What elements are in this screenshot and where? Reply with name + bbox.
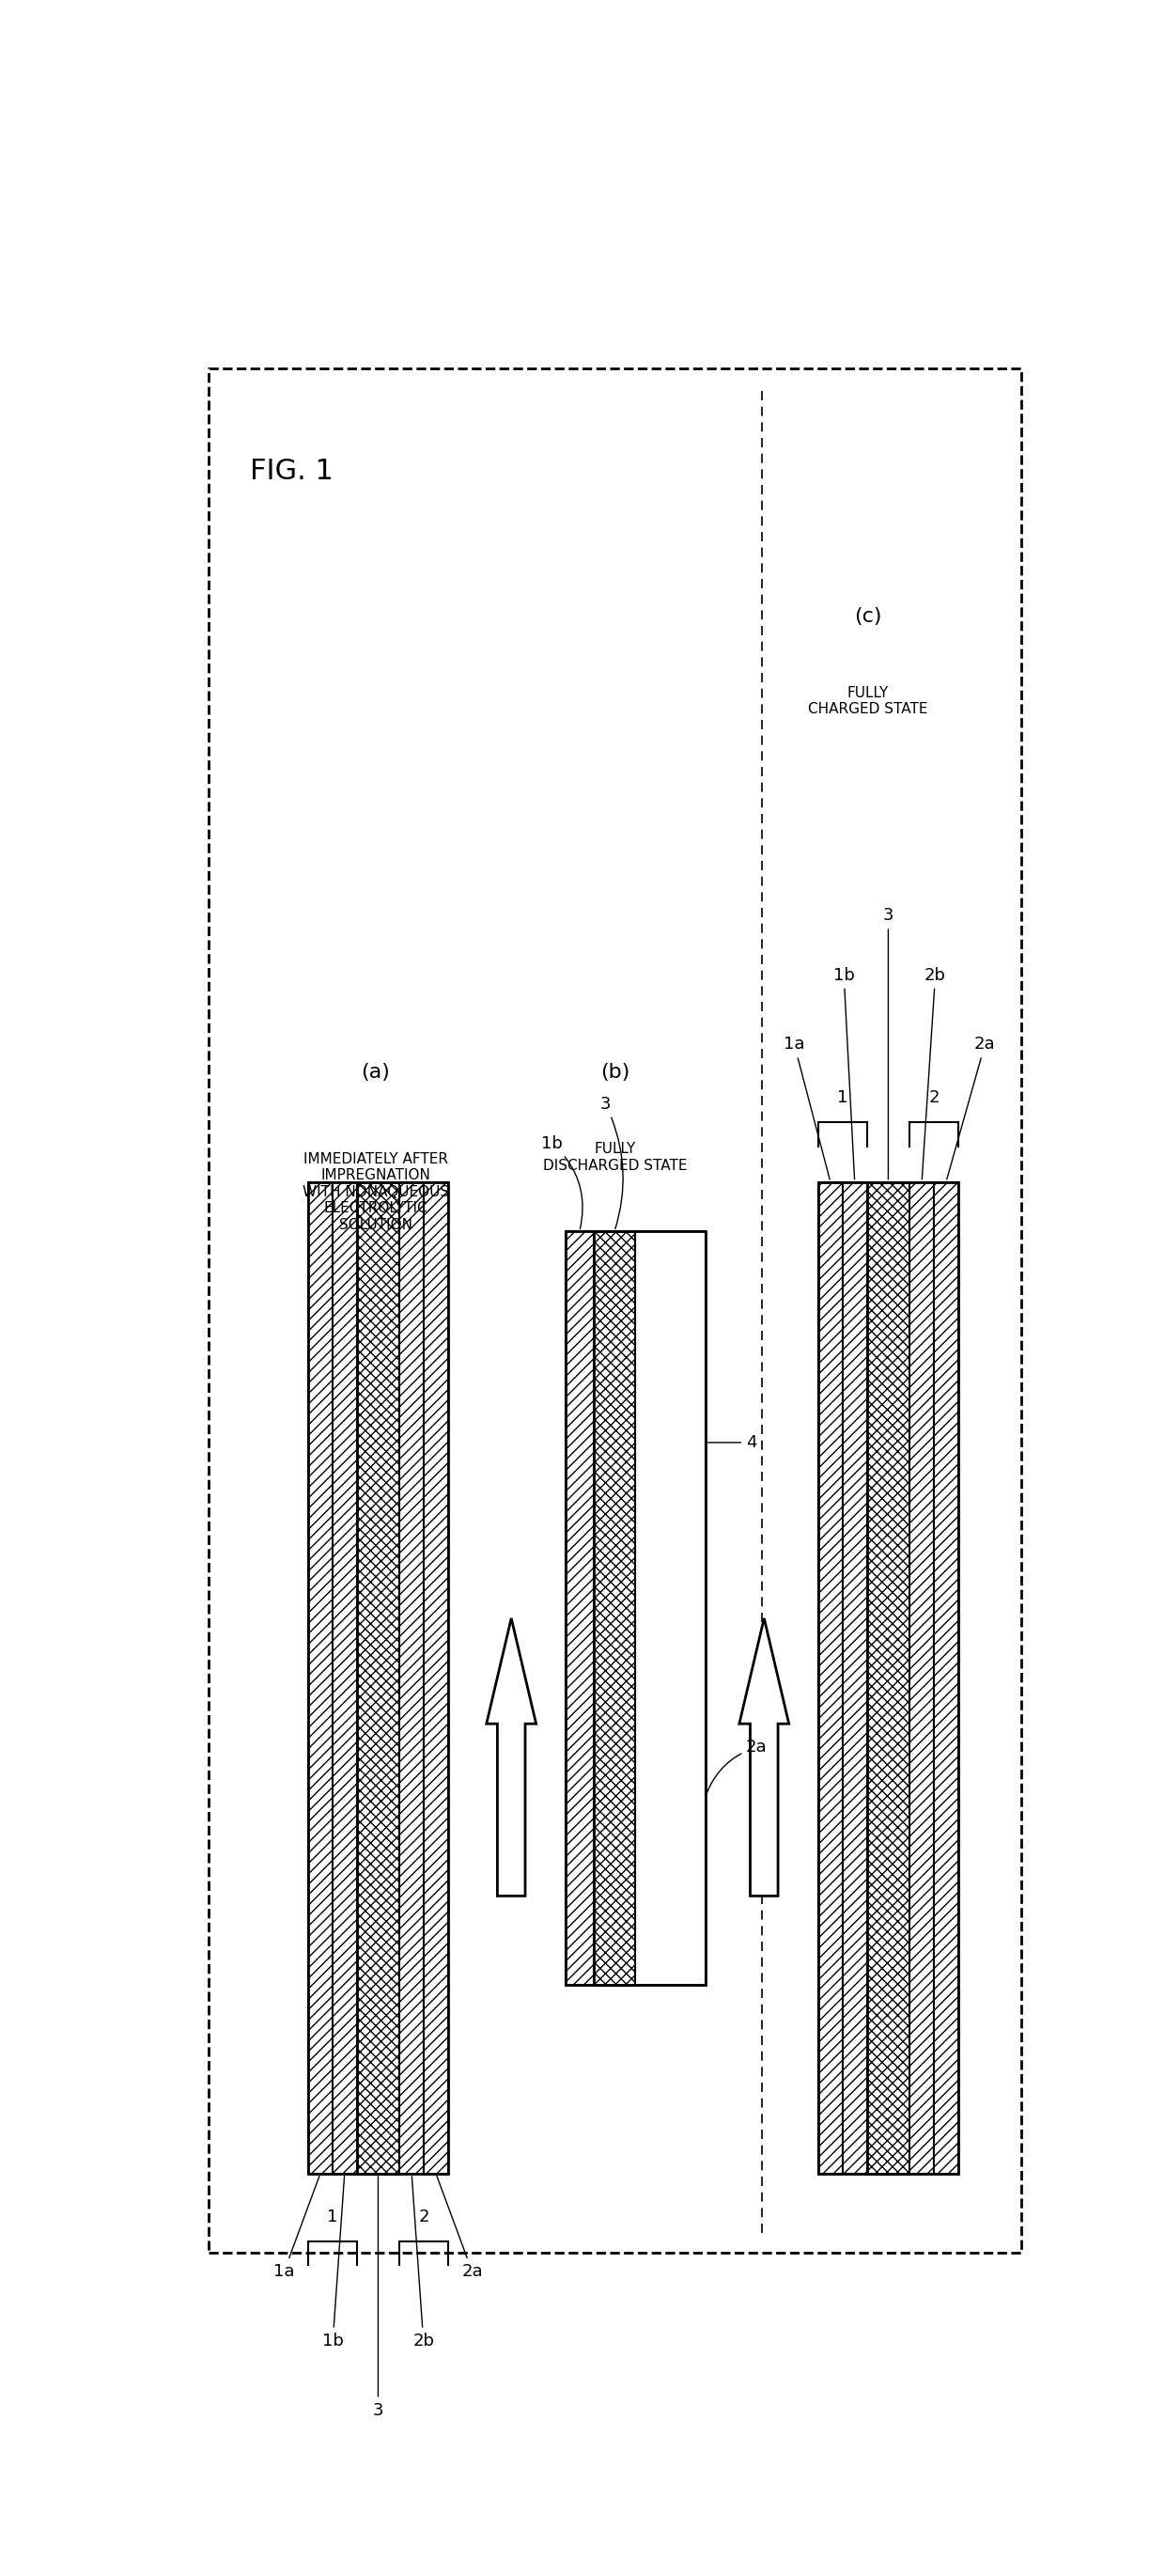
Text: FULLY
DISCHARGED STATE: FULLY DISCHARGED STATE bbox=[543, 1141, 687, 1172]
Bar bbox=[565, 1231, 593, 1986]
Text: 3: 3 bbox=[883, 907, 894, 1180]
Text: 3: 3 bbox=[600, 1095, 623, 1229]
Text: 1: 1 bbox=[838, 1090, 848, 1108]
Bar bbox=[565, 1231, 705, 1986]
Bar bbox=[867, 1182, 910, 2174]
Bar bbox=[332, 1182, 356, 2174]
Bar bbox=[818, 1182, 842, 2174]
Text: 2a: 2a bbox=[437, 2177, 482, 2280]
Text: 1: 1 bbox=[327, 2208, 338, 2226]
Bar bbox=[593, 1231, 635, 1986]
Text: FULLY
CHARGED STATE: FULLY CHARGED STATE bbox=[809, 685, 927, 716]
Text: FIG. 1: FIG. 1 bbox=[249, 459, 333, 484]
Text: 2b: 2b bbox=[922, 966, 946, 1180]
Text: (b): (b) bbox=[600, 1064, 630, 1082]
Text: 2: 2 bbox=[418, 2208, 429, 2226]
Text: 4: 4 bbox=[708, 1435, 757, 1450]
Text: 2a: 2a bbox=[947, 1036, 996, 1180]
Bar bbox=[842, 1182, 867, 2174]
Bar bbox=[308, 1182, 332, 2174]
Text: 2b: 2b bbox=[412, 2177, 435, 2349]
Text: 1a: 1a bbox=[784, 1036, 829, 1180]
Bar bbox=[356, 1182, 400, 2174]
Text: 1b: 1b bbox=[322, 2177, 345, 2349]
Bar bbox=[635, 1231, 705, 1986]
Text: 1b: 1b bbox=[833, 966, 855, 1180]
Text: 1b: 1b bbox=[542, 1136, 582, 1229]
Text: (c): (c) bbox=[854, 608, 882, 626]
Text: 2a: 2a bbox=[706, 1739, 768, 1795]
Text: 1a: 1a bbox=[274, 2177, 319, 2280]
Text: 2: 2 bbox=[929, 1090, 939, 1108]
Text: 3: 3 bbox=[373, 2177, 383, 2419]
Bar bbox=[308, 1182, 449, 2174]
Polygon shape bbox=[487, 1618, 536, 1896]
Bar bbox=[818, 1182, 959, 2174]
Bar bbox=[910, 1182, 934, 2174]
Polygon shape bbox=[740, 1618, 789, 1896]
Bar bbox=[400, 1182, 424, 2174]
Text: IMMEDIATELY AFTER
IMPREGNATION
WITH NONAQUEOUS
ELECTROLYTIC
SOLUTION: IMMEDIATELY AFTER IMPREGNATION WITH NONA… bbox=[303, 1151, 450, 1231]
Bar bbox=[424, 1182, 449, 2174]
Bar bbox=[934, 1182, 958, 2174]
Text: (a): (a) bbox=[361, 1064, 390, 1082]
